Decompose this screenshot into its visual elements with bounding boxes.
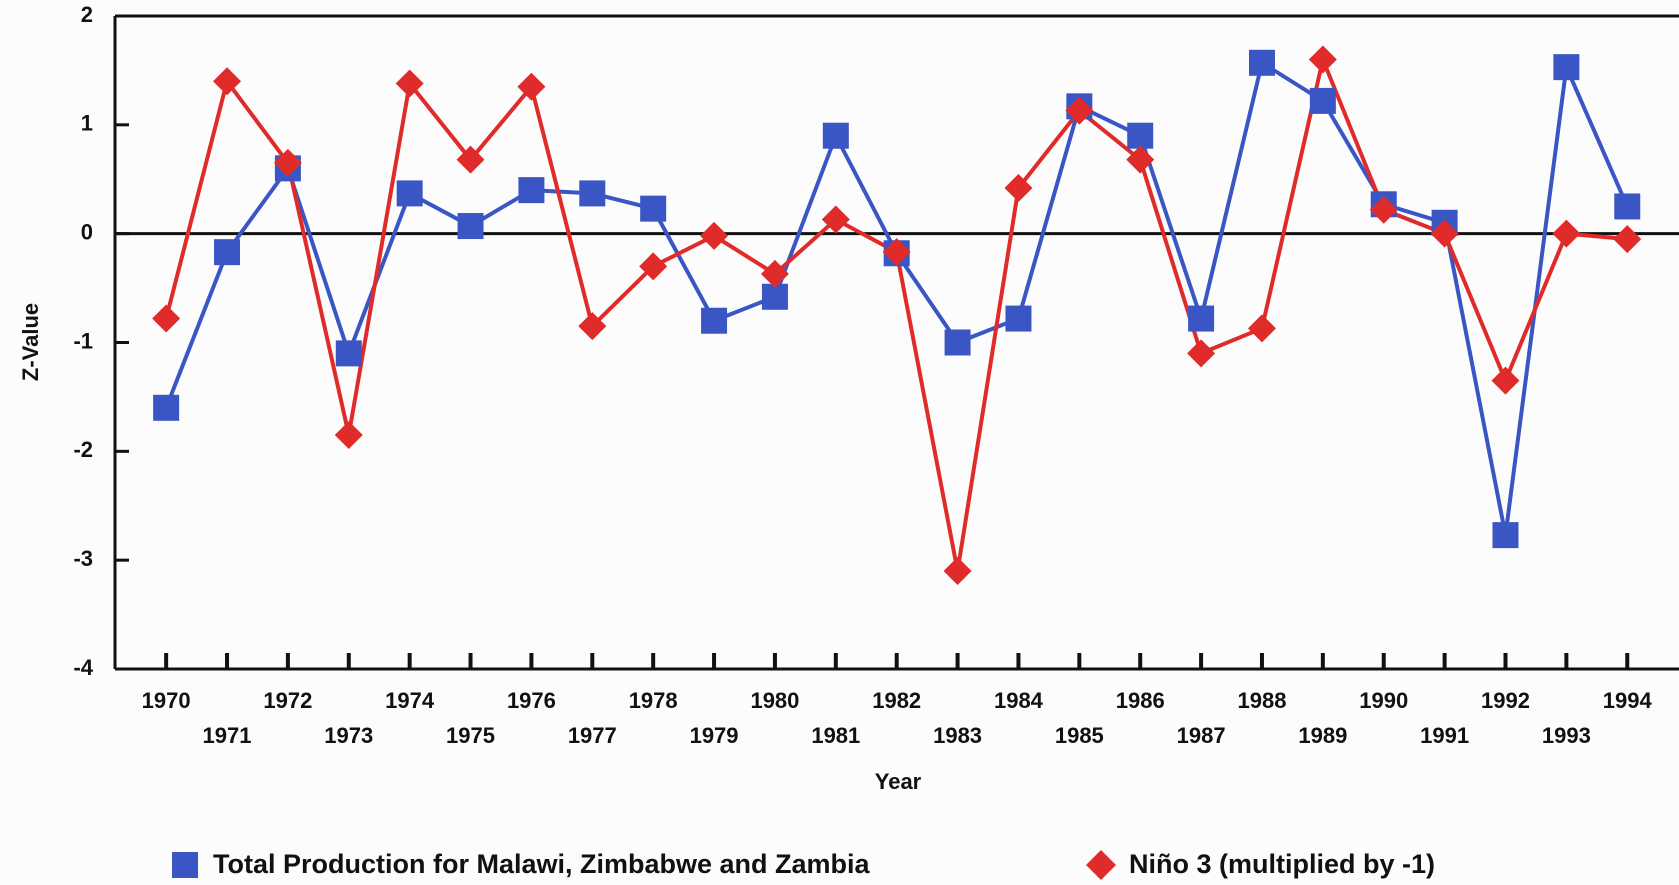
x-tick-label: 1985 xyxy=(1055,723,1104,748)
diamond-marker xyxy=(821,205,850,234)
x-tick-label: 1981 xyxy=(811,723,860,748)
square-marker xyxy=(1248,49,1275,76)
x-tick-label: 1983 xyxy=(933,723,982,748)
square-marker xyxy=(579,180,606,207)
diamond-marker xyxy=(334,421,363,450)
x-tick-label: 1990 xyxy=(1359,688,1408,713)
diamond-marker xyxy=(1065,96,1094,125)
square-marker xyxy=(518,177,545,204)
y-axis-label: Z-Value xyxy=(18,303,43,381)
diamond-marker xyxy=(578,312,607,341)
diamond-marker xyxy=(1430,219,1459,248)
x-tick-label: 1970 xyxy=(142,688,191,713)
square-marker xyxy=(1309,87,1336,114)
y-tick-label: 2 xyxy=(81,2,93,27)
x-tick-label: 1992 xyxy=(1481,688,1530,713)
diamond-marker xyxy=(152,304,181,333)
square-marker xyxy=(1005,305,1032,332)
diamond-marker xyxy=(943,557,972,586)
legend-label: Niño 3 (multiplied by -1) xyxy=(1129,849,1435,879)
diamond-marker xyxy=(1126,145,1155,174)
diamond-marker xyxy=(273,148,302,177)
diamond-marker xyxy=(1369,195,1398,224)
diamond-marker xyxy=(1613,225,1642,254)
x-tick-label: 1976 xyxy=(507,688,556,713)
diamond-marker xyxy=(456,145,485,174)
legend-swatch xyxy=(172,852,198,878)
diamond-marker xyxy=(1552,219,1581,248)
y-tick-label: -2 xyxy=(73,437,93,462)
x-tick-label: 1994 xyxy=(1603,688,1653,713)
square-marker xyxy=(1553,54,1580,81)
x-tick-label: 1979 xyxy=(690,723,739,748)
legend-label: Total Production for Malawi, Zimbabwe an… xyxy=(213,849,871,879)
legend-swatch xyxy=(1086,850,1116,880)
series-line xyxy=(164,59,1630,536)
diamond-marker xyxy=(1491,366,1520,395)
y-tick-label: 1 xyxy=(81,111,93,136)
diamond-marker xyxy=(1247,314,1276,343)
x-tick-label: 1986 xyxy=(1116,688,1165,713)
diamond-marker xyxy=(395,69,424,98)
y-tick-label: -1 xyxy=(73,328,93,353)
x-tick-label: 1984 xyxy=(994,688,1044,713)
x-tick-label: 1980 xyxy=(750,688,799,713)
diamond-marker xyxy=(1187,339,1216,368)
series-line xyxy=(164,52,1628,572)
square-marker xyxy=(335,340,362,367)
y-tick-label: -3 xyxy=(73,546,93,571)
y-tick-label: 0 xyxy=(81,219,93,244)
x-tick-label: 1978 xyxy=(629,688,678,713)
diamond-marker xyxy=(1308,45,1337,74)
diamond-marker xyxy=(517,72,546,101)
diamond-marker xyxy=(882,238,911,267)
y-tick-label: -4 xyxy=(73,655,93,680)
square-marker xyxy=(214,239,241,266)
x-tick-label: 1991 xyxy=(1420,723,1469,748)
square-marker xyxy=(944,329,971,356)
square-marker xyxy=(761,283,788,310)
x-tick-label: 1993 xyxy=(1542,723,1591,748)
diamond-marker xyxy=(700,221,729,250)
square-marker xyxy=(153,394,180,421)
x-tick-label: 1989 xyxy=(1298,723,1347,748)
diamond-marker xyxy=(760,259,789,288)
x-tick-label: 1972 xyxy=(263,688,312,713)
x-axis-label: Year xyxy=(875,769,922,794)
square-marker xyxy=(1492,522,1519,549)
x-tick-label: 1988 xyxy=(1237,688,1286,713)
x-tick-label: 1987 xyxy=(1177,723,1226,748)
square-marker xyxy=(396,180,423,207)
diamond-marker xyxy=(1004,173,1033,202)
x-tick-label: 1974 xyxy=(385,688,435,713)
x-tick-label: 1977 xyxy=(568,723,617,748)
square-marker xyxy=(1614,193,1641,220)
square-marker xyxy=(822,122,849,149)
square-marker xyxy=(1127,122,1154,149)
square-marker xyxy=(457,213,484,240)
x-tick-label: 1982 xyxy=(872,688,921,713)
x-tick-label: 1973 xyxy=(324,723,373,748)
square-marker xyxy=(701,307,728,334)
x-tick-label: 1975 xyxy=(446,723,495,748)
square-marker xyxy=(1188,305,1215,332)
diamond-marker xyxy=(213,67,242,96)
diamond-marker xyxy=(639,252,668,281)
square-marker xyxy=(640,195,667,222)
x-tick-label: 1971 xyxy=(203,723,252,748)
